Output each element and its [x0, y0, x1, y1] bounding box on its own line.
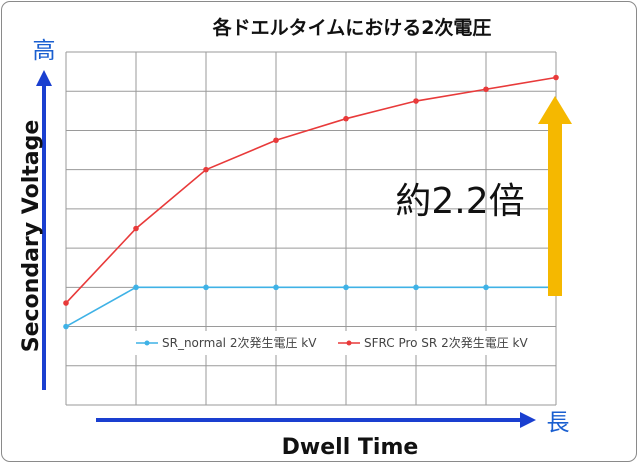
legend-marker-sfrc-pro	[346, 340, 352, 346]
y-axis-label: Secondary Voltage	[19, 120, 44, 353]
data-point	[63, 300, 69, 306]
ratio-annotation: 約2.2倍	[395, 181, 524, 222]
data-point	[483, 284, 489, 291]
legend-marker-sr-normal	[144, 340, 150, 346]
legend: SR_normal 2次発生電圧 kV SFRC Pro SR 2次発生電圧 k…	[136, 336, 528, 350]
x-axis-label: Dwell Time	[282, 435, 419, 460]
data-point	[133, 225, 139, 232]
legend-label-sr-normal: SR_normal 2次発生電圧 kV	[162, 336, 317, 350]
x-long-label: 長	[547, 410, 570, 436]
chart-title: 各ドエルタイムにおける2次電圧	[212, 16, 492, 39]
legend-label-sfrc-pro: SFRC Pro SR 2次発生電圧 kV	[364, 336, 528, 350]
series-line-0	[65, 286, 556, 328]
data-point	[63, 323, 69, 330]
data-point	[553, 74, 559, 81]
legend-background	[132, 331, 536, 355]
data-point	[413, 98, 419, 104]
ratio-arrow	[538, 96, 572, 296]
series-line-1	[65, 76, 557, 304]
data-point	[273, 137, 279, 144]
data-point	[343, 115, 349, 122]
y-high-label: 高	[33, 38, 56, 64]
data-point	[343, 284, 349, 291]
data-point	[413, 284, 419, 291]
data-point	[203, 284, 209, 291]
data-point	[273, 284, 279, 291]
data-point	[133, 284, 139, 291]
grid	[65, 51, 557, 406]
data-point	[483, 86, 489, 93]
data-point	[203, 166, 209, 173]
